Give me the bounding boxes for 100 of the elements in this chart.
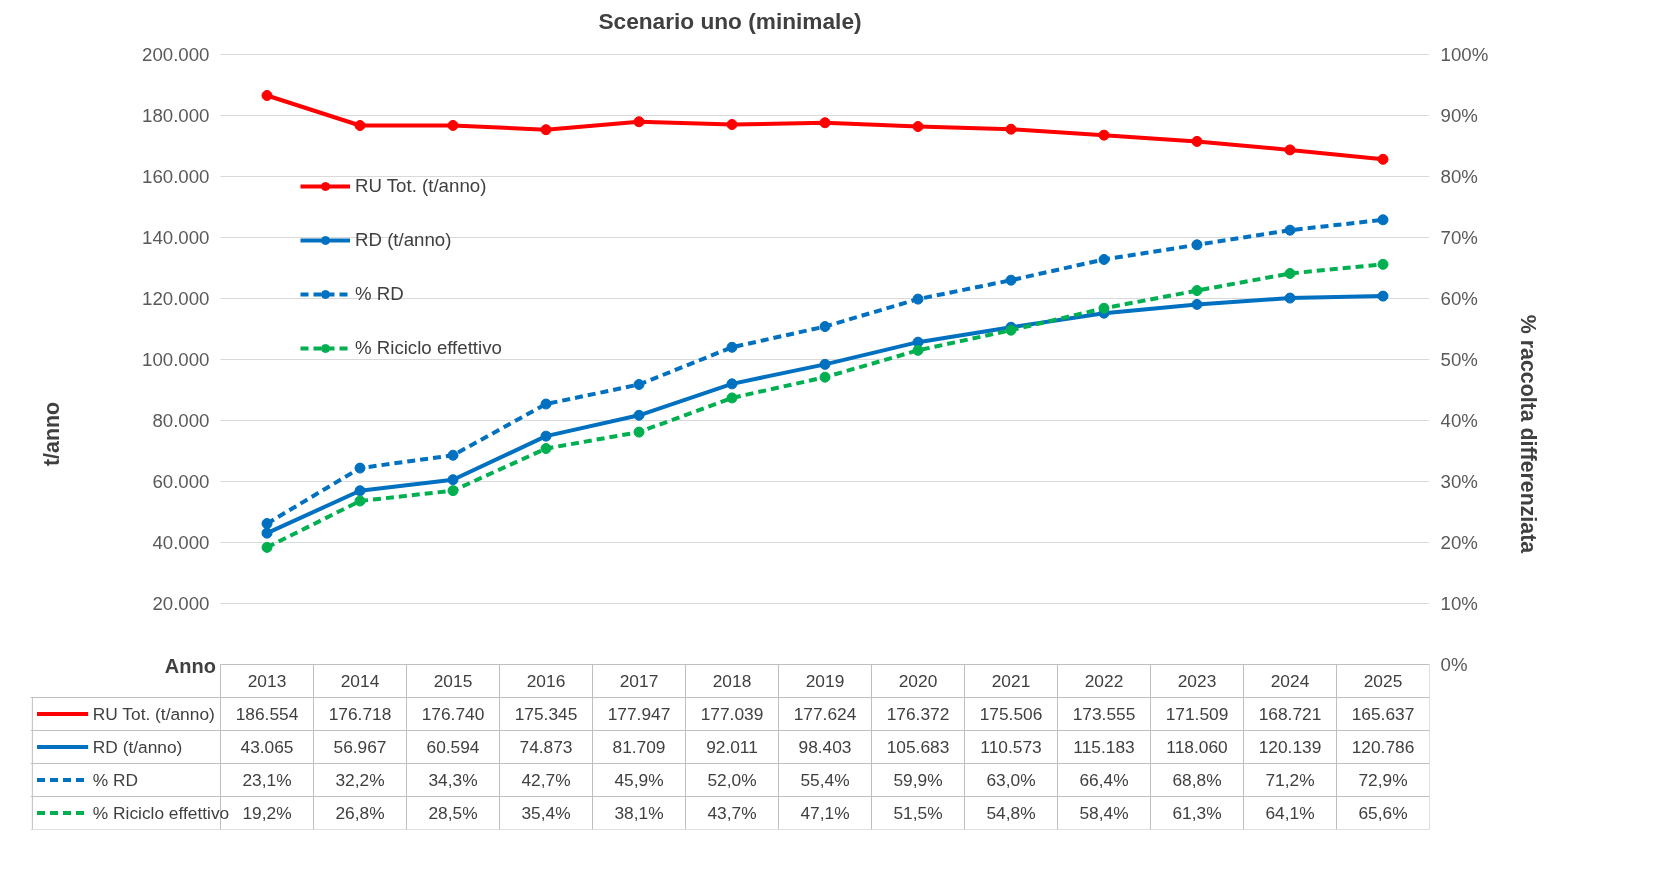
chart-title: Scenario uno (minimale)	[598, 7, 862, 34]
data-label: 26,8%	[335, 803, 385, 823]
point	[1377, 214, 1389, 226]
y-axis-title: t/anno	[40, 402, 65, 466]
data-label: 98.403	[798, 737, 852, 757]
data-label: 175.345	[514, 704, 578, 724]
data-label: 43.065	[240, 737, 294, 757]
data-label: 177.947	[607, 704, 671, 724]
data-label: 64,1%	[1265, 803, 1315, 823]
y-tick-label: 40.000	[152, 532, 210, 553]
data-label: 54,8%	[986, 803, 1036, 823]
data-label: 56.967	[333, 737, 387, 757]
data-label: 120.139	[1258, 737, 1322, 757]
legend-label: RD (t/anno)	[355, 229, 452, 251]
data-label: 118.060	[1166, 737, 1228, 757]
x-tick-label: 2017	[619, 671, 659, 691]
point	[726, 392, 738, 404]
y-tick-label: 140.000	[142, 227, 210, 248]
data-label: 177.039	[700, 704, 764, 724]
data-label: 63,0%	[986, 770, 1036, 790]
x-tick-label: 2015	[433, 671, 473, 691]
x-tick-label: 2014	[340, 671, 380, 691]
point	[447, 119, 459, 131]
y-tick-label: 180.000	[142, 105, 210, 126]
y2-tick-label: 100%	[1440, 44, 1489, 65]
y2-axis-title: % raccolta differenziata	[1516, 314, 1541, 554]
point	[447, 474, 459, 486]
y-tick-label: 160.000	[142, 166, 210, 187]
data-label: 71,2%	[1265, 770, 1315, 790]
data-label: 47,1%	[800, 803, 850, 823]
data-label: 168.721	[1258, 704, 1322, 724]
data-label: 165.637	[1351, 704, 1415, 724]
x-tick-label: 2021	[991, 671, 1031, 691]
x-tick-label: 2025	[1363, 671, 1403, 691]
x-tick-label: 2020	[898, 671, 938, 691]
point	[354, 485, 366, 497]
point	[1098, 253, 1110, 265]
point	[1005, 123, 1017, 135]
data-label: 45,9%	[614, 770, 664, 790]
point	[447, 485, 459, 497]
point	[354, 495, 366, 507]
point	[819, 358, 831, 370]
data-label: 74.873	[519, 737, 573, 757]
point	[540, 398, 552, 410]
point	[633, 409, 645, 421]
point	[912, 344, 924, 356]
point	[354, 120, 366, 131]
point	[1098, 302, 1110, 314]
point	[1191, 135, 1203, 147]
point	[1284, 268, 1296, 279]
x-tick-label: 2019	[805, 671, 845, 691]
data-label: 186.554	[235, 704, 299, 724]
data-label: 176.718	[328, 704, 392, 724]
data-label: 59,9%	[893, 770, 943, 790]
y-tick-label: 80.000	[152, 410, 210, 431]
point	[1284, 292, 1296, 304]
data-label: 58,4%	[1079, 803, 1129, 823]
legend-label: % RD	[355, 283, 404, 305]
data-label: 175.506	[979, 704, 1043, 724]
data-label: 55,4%	[800, 770, 850, 790]
y2-tick-label: 80%	[1440, 166, 1478, 187]
x-tick-label: 2016	[526, 671, 566, 691]
x-tick-label: 2013	[247, 671, 287, 691]
point	[819, 321, 831, 333]
data-label: 60.594	[426, 737, 480, 757]
data-label: 19,2%	[242, 803, 292, 823]
text: % Riciclo effettivo	[92, 803, 230, 823]
y2-tick-label: 10%	[1440, 593, 1478, 614]
data-label: 42,7%	[521, 770, 571, 790]
y2-tick-label: 30%	[1440, 471, 1478, 492]
y-tick-label: 60.000	[152, 471, 210, 492]
x-tick-label: 2018	[712, 671, 752, 691]
point	[912, 121, 924, 133]
point	[726, 119, 738, 131]
data-label: 173.555	[1072, 704, 1136, 724]
point	[633, 379, 645, 390]
point	[1284, 224, 1296, 236]
data-label: 68,8%	[1172, 770, 1222, 790]
data-label: 115.183	[1073, 737, 1135, 757]
point	[447, 449, 459, 461]
point	[540, 430, 552, 442]
data-label: 176.740	[421, 704, 485, 724]
data-label: 23,1%	[242, 770, 292, 790]
legend-label: % Riciclo effettivo	[355, 337, 502, 359]
point	[1377, 258, 1389, 270]
point	[726, 341, 738, 353]
y-tick-label: 20.000	[152, 593, 210, 614]
data-label: 105.683	[886, 737, 950, 757]
data-label: 92.011	[706, 737, 758, 757]
data-label: 110.573	[980, 737, 1042, 757]
y2-tick-label: 0%	[1440, 654, 1468, 675]
point	[819, 371, 831, 383]
y2-tick-label: 70%	[1440, 227, 1478, 248]
point	[1005, 274, 1017, 286]
data-label: 38,1%	[614, 803, 664, 823]
point	[540, 124, 552, 136]
data-label: 51,5%	[893, 803, 943, 823]
data-label: 32,2%	[335, 770, 385, 790]
data-label: 72,9%	[1358, 770, 1408, 790]
data-label: 28,5%	[428, 803, 478, 823]
